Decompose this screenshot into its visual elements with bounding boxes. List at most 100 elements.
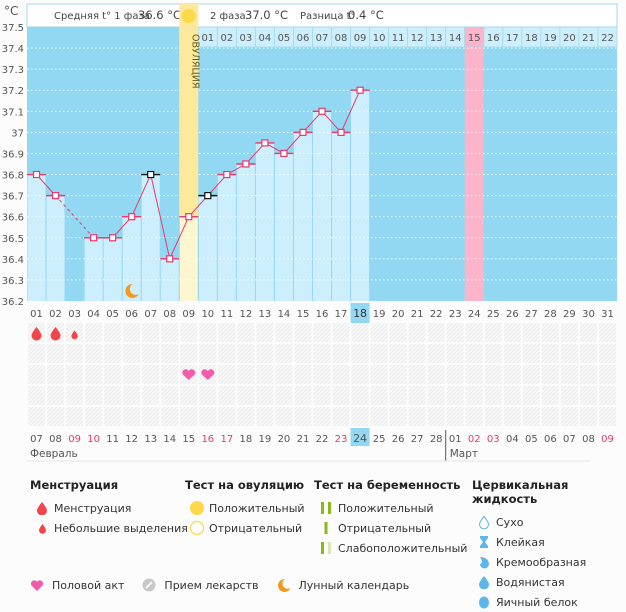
cycle-day-label: 21 bbox=[411, 309, 424, 320]
symptom-cell bbox=[541, 344, 559, 363]
diff-value: 0.4 °C bbox=[348, 8, 384, 22]
symptom-cell bbox=[161, 365, 179, 384]
symptom-cell bbox=[408, 323, 426, 342]
symptom-cell bbox=[484, 323, 502, 342]
y-tick-label: 36.6 bbox=[2, 213, 24, 224]
legend-menstruation: Менструация Менструация Небольшие выделе… bbox=[30, 478, 188, 538]
symptom-cell bbox=[503, 323, 521, 342]
y-tick-label: 36.8 bbox=[2, 171, 24, 182]
legend-fluid-sticky: Клейкая bbox=[496, 535, 545, 549]
symptom-cell bbox=[522, 323, 540, 342]
y-tick-label: 37.5 bbox=[2, 23, 24, 34]
symptom-cell bbox=[161, 407, 179, 426]
temperature-point bbox=[337, 128, 345, 136]
temperature-point bbox=[223, 170, 231, 179]
calendar-date-label: 17 bbox=[220, 434, 233, 445]
phase2-day-label: 04 bbox=[259, 33, 272, 44]
phase1-value: 36.6 °C bbox=[138, 8, 181, 22]
symptom-cell bbox=[427, 386, 445, 405]
cycle-day-label: 14 bbox=[278, 309, 291, 320]
symptom-cell bbox=[294, 407, 312, 426]
symptom-cell bbox=[370, 323, 388, 342]
legend-cervical-fluid: Цервикальная жидкость Сухо Клейкая Кремо… bbox=[472, 478, 626, 612]
cycle-day-label: 18 bbox=[353, 307, 367, 320]
symptom-cell bbox=[351, 344, 369, 363]
symptom-cell bbox=[161, 386, 179, 405]
legend-moon: Лунный календарь bbox=[298, 578, 410, 592]
symptom-cell bbox=[47, 365, 65, 384]
calendar-date-label: 28 bbox=[430, 434, 443, 445]
symptom-cell bbox=[370, 344, 388, 363]
phase2-day-label: 12 bbox=[411, 33, 424, 44]
ovulation-sun-icon bbox=[181, 9, 196, 23]
symptom-cell bbox=[351, 407, 369, 426]
calendar-date-label: 06 bbox=[544, 434, 557, 445]
y-tick-label: 36.9 bbox=[2, 149, 24, 160]
fluid-eggwhite-icon bbox=[472, 595, 496, 609]
cycle-day-label: 31 bbox=[601, 309, 614, 320]
cycle-day-label: 11 bbox=[220, 309, 233, 320]
temperature-bar bbox=[160, 258, 179, 301]
spotting-drop-icon bbox=[30, 523, 54, 534]
symptom-cell bbox=[142, 386, 160, 405]
symptom-cell bbox=[66, 344, 84, 363]
symptom-cell bbox=[218, 323, 236, 342]
calendar-date-label: 03 bbox=[487, 434, 500, 445]
symptom-cell bbox=[123, 323, 141, 342]
symptom-cell bbox=[389, 407, 407, 426]
temperature-point bbox=[204, 192, 212, 200]
symptom-cell bbox=[503, 365, 521, 384]
ovulation-negative-icon bbox=[185, 520, 209, 536]
temperature-point bbox=[299, 128, 307, 136]
symptom-cell bbox=[408, 386, 426, 405]
calendar-date-label: 11 bbox=[106, 434, 119, 445]
symptom-cell bbox=[161, 323, 179, 342]
legend-ovulation-test: Тест на овуляцию Положительный Отрицател… bbox=[185, 478, 305, 538]
legend-menstruation-item: Менструация bbox=[54, 501, 132, 515]
symptom-cell bbox=[237, 323, 255, 342]
symptom-cell bbox=[47, 386, 65, 405]
temperature-line-segment bbox=[150, 174, 171, 259]
pregnancy-weak-icon bbox=[314, 541, 338, 555]
temperature-line-segment bbox=[340, 90, 361, 133]
legend-preg-weak: Слабоположительный bbox=[338, 541, 468, 555]
cycle-day-label: 30 bbox=[582, 309, 595, 320]
calendar-date-label: 24 bbox=[353, 432, 367, 445]
symptom-cell bbox=[66, 407, 84, 426]
symptom-cell bbox=[199, 407, 217, 426]
symptom-cell bbox=[427, 365, 445, 384]
temperature-point bbox=[261, 139, 269, 147]
temperature-bar bbox=[84, 237, 103, 301]
phase2-label: 2 фаза bbox=[210, 11, 246, 22]
symptom-cell bbox=[408, 407, 426, 426]
symptom-cell bbox=[560, 344, 578, 363]
temperature-bar bbox=[103, 237, 122, 301]
calendar-date-label: 02 bbox=[468, 434, 481, 445]
symptom-cell bbox=[85, 323, 103, 342]
phase2-day-label: 02 bbox=[220, 33, 233, 44]
calendar-date-label: 19 bbox=[259, 434, 272, 445]
symptom-cell bbox=[256, 323, 274, 342]
symptom-cell bbox=[142, 407, 160, 426]
symptom-cell bbox=[294, 344, 312, 363]
temperature-bar bbox=[141, 174, 160, 301]
y-tick-label: 37.4 bbox=[2, 44, 24, 55]
symptom-cell bbox=[256, 407, 274, 426]
cycle-day-label: 03 bbox=[68, 309, 81, 320]
symptom-cell bbox=[332, 386, 350, 405]
symptom-cell bbox=[123, 344, 141, 363]
y-tick-label: 37.3 bbox=[2, 65, 24, 76]
symptom-cell bbox=[180, 344, 198, 363]
temperature-bar bbox=[198, 195, 217, 301]
calendar-date-label: 15 bbox=[182, 434, 195, 445]
cycle-day-label: 07 bbox=[144, 309, 157, 320]
legend-pregnancy-test-title: Тест на беременность bbox=[314, 478, 461, 492]
symptom-cell bbox=[294, 323, 312, 342]
symptom-cell bbox=[370, 386, 388, 405]
legend-ovu-positive: Положительный bbox=[209, 501, 305, 515]
spotting-drop-icon bbox=[71, 330, 78, 340]
intercourse-heart-icon bbox=[182, 369, 196, 380]
temperature-point bbox=[109, 234, 117, 242]
symptom-cell bbox=[560, 323, 578, 342]
temperature-bar bbox=[236, 164, 255, 301]
